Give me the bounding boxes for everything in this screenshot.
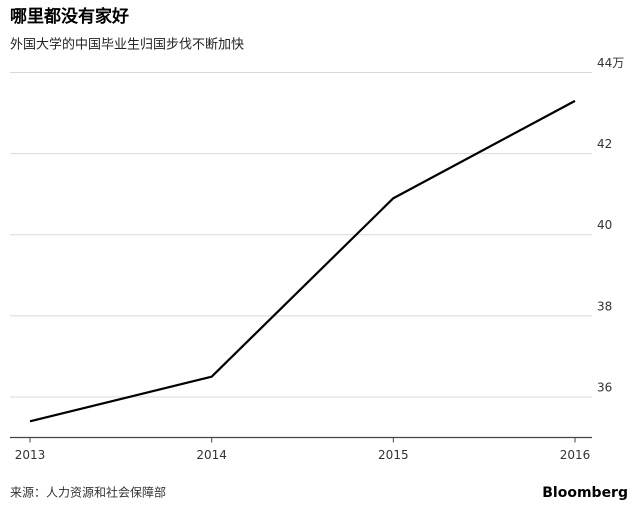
source: 来源：人力资源和社会保障部 — [10, 485, 166, 500]
chart-subtitle: 外国大学的中国毕业生归国步伐不断加快 — [10, 37, 244, 53]
y-tick-label: 44万 — [597, 56, 624, 70]
y-tick-label: 36 — [597, 380, 612, 394]
y-tick-label: 40 — [597, 218, 612, 232]
x-tick-label: 2015 — [378, 448, 409, 462]
y-tick-label: 42 — [597, 137, 612, 151]
chart-title: 哪里都没有家好 — [10, 6, 129, 27]
y-tick-label: 38 — [597, 299, 612, 313]
brand: Bloomberg — [542, 485, 628, 501]
x-tick-label: 2013 — [15, 448, 46, 462]
line — [29, 99, 576, 423]
x-tick-label: 2014 — [196, 448, 227, 462]
x-tick-label: 2016 — [560, 448, 591, 462]
